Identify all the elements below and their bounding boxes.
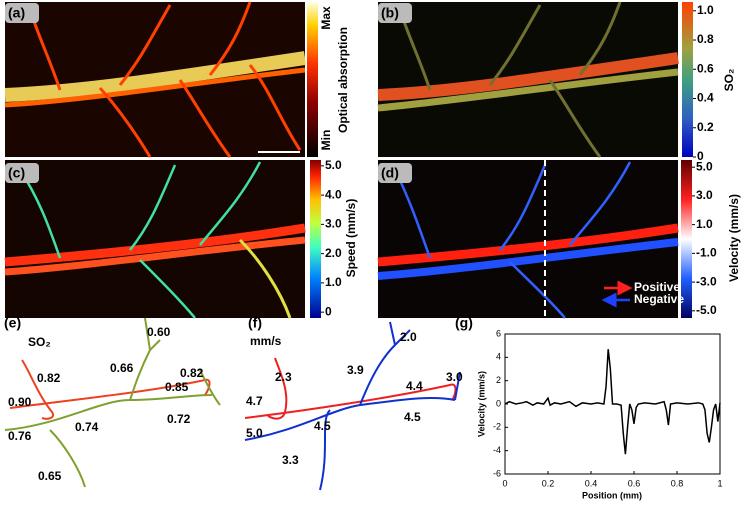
colorbar-max: Max <box>319 6 333 30</box>
value-annotation: 0.72 <box>167 412 191 426</box>
value-annotation: 4.5 <box>404 410 421 424</box>
value-annotation: 0.74 <box>75 420 99 434</box>
panel-label: (a) <box>8 5 25 21</box>
colorbar-tick-label: 0 <box>325 304 332 318</box>
colorbar-tick-label: 1.0 <box>697 3 714 17</box>
value-annotation: 4.7 <box>246 394 263 408</box>
y-tick-label: 4 <box>496 352 501 362</box>
colorbar-tick-label: 0.2 <box>697 120 714 134</box>
panel-b-image <box>377 1 679 158</box>
colorbar-tick-label: 0 <box>697 149 704 163</box>
x-tick-label: 0.6 <box>628 478 641 488</box>
x-tick-label: 1 <box>717 478 722 488</box>
colorbar <box>681 160 692 318</box>
y-tick-label: 0 <box>496 398 501 408</box>
value-annotation: 0.66 <box>110 361 134 375</box>
panel-label: (e) <box>4 315 21 331</box>
x-tick-label: 0.2 <box>542 478 555 488</box>
colorbar-tick-label: 3.0 <box>696 188 713 202</box>
value-annotation: 3.0 <box>446 370 463 384</box>
colorbar-title: Speed (mm/s) <box>344 199 358 278</box>
colorbar-title: Optical absorption <box>336 27 350 133</box>
value-annotation: 3.9 <box>347 363 364 377</box>
data-line <box>504 349 721 455</box>
y-tick-label: 2 <box>496 375 501 385</box>
panel-a-image <box>4 1 307 158</box>
legend-entry: Negative <box>634 292 684 306</box>
value-annotation: 2.0 <box>400 330 417 344</box>
colorbar-tick-label: 0.6 <box>697 61 714 75</box>
legend-entry: Positive <box>634 280 680 294</box>
value-annotation: 4.4 <box>406 379 423 393</box>
value-annotation: 2.3 <box>275 370 292 384</box>
colorbar-tick-label: -5.0 <box>696 303 717 317</box>
unit-label: mm/s <box>250 334 282 348</box>
colorbar <box>307 2 318 157</box>
value-annotation: 5.0 <box>246 426 263 440</box>
value-annotation: 3.3 <box>282 453 299 467</box>
y-axis-title: Velocity (mm/s) <box>476 371 486 437</box>
value-annotation: 0.82 <box>37 371 61 385</box>
colorbar-tick-label: -3.0 <box>696 274 717 288</box>
colorbar-tick-label: 0.8 <box>697 32 714 46</box>
panel-c-image <box>4 160 306 319</box>
panel-label: (c) <box>8 165 25 181</box>
colorbar-tick-label: 5.0 <box>696 159 713 173</box>
y-tick-label: -2 <box>493 422 501 432</box>
x-tick-label: 0.8 <box>671 478 684 488</box>
x-axis-title: Position (mm) <box>582 490 642 500</box>
x-tick-label: 0.4 <box>585 478 598 488</box>
colorbar-tick-label: -1.0 <box>696 246 717 260</box>
panel-labels: (a) (b) (c) (d) (e) (f) (g) <box>4 3 473 331</box>
value-annotation: 4.5 <box>314 419 331 433</box>
y-tick-label: -6 <box>493 468 501 478</box>
value-annotation: 0.65 <box>38 469 62 483</box>
y-tick-label: -4 <box>493 445 501 455</box>
colorbar-min: Min <box>319 130 333 151</box>
colorbar-title: Velocity (mm/s) <box>727 194 741 282</box>
colorbar <box>682 2 693 157</box>
colorbar-tick-label: 0.4 <box>697 91 714 105</box>
panel-label: (g) <box>455 315 473 331</box>
value-annotation: 0.90 <box>8 395 32 409</box>
colorbar-tick-label: 3.0 <box>325 217 342 231</box>
colorbar-tick-label: 1.0 <box>696 217 713 231</box>
diagram-e <box>4 317 221 488</box>
panel-d-image <box>377 160 679 319</box>
colorbar <box>310 160 321 318</box>
value-annotation: 0.85 <box>165 380 189 394</box>
panel-label: (d) <box>381 165 399 181</box>
diagram-f <box>244 321 461 491</box>
panel-label: (b) <box>381 5 399 21</box>
colorbar-title: SO₂ <box>722 69 736 92</box>
value-annotation: 0.60 <box>147 325 171 339</box>
value-annotation: 0.76 <box>8 429 32 443</box>
y-tick-label: 6 <box>496 328 501 338</box>
x-tick-label: 0 <box>502 478 507 488</box>
colorbar-tick-label: 4.0 <box>325 187 342 201</box>
unit-label: SO₂ <box>28 335 51 349</box>
panel-label: (f) <box>248 315 262 331</box>
colorbar-tick-label: 1.0 <box>325 275 342 289</box>
colorbar-tick-label: 5.0 <box>325 158 342 172</box>
value-annotation: 0.82 <box>180 366 204 380</box>
colorbar-tick-label: 2.0 <box>325 246 342 260</box>
